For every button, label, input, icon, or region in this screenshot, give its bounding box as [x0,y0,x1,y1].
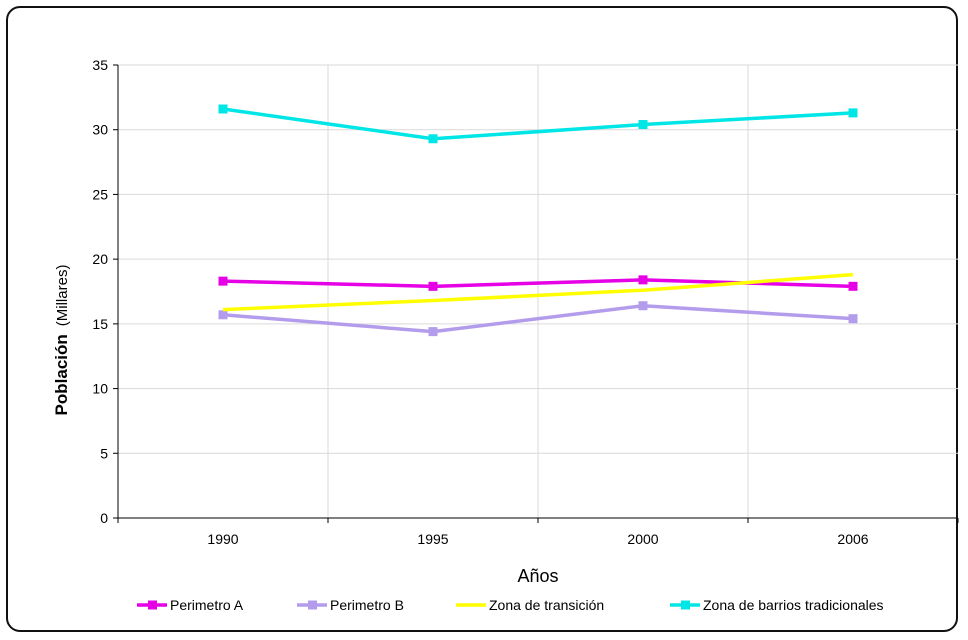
data-point [428,327,438,337]
data-point [428,281,438,291]
data-point [218,310,228,320]
x-tick-labels: 1990 1995 2000 2006 [207,531,868,547]
series-line [222,107,854,141]
y-tick-label: 0 [100,510,108,526]
y-tick-label: 15 [92,316,108,332]
data-point [428,134,438,144]
y-tick-label: 25 [92,186,108,202]
x-tick-label: 2000 [627,531,658,547]
x-axis-title: Años [517,566,558,586]
legend-item: Perimetro A [137,597,244,613]
x-tick-label: 1990 [207,531,238,547]
y-tick-label: 30 [92,122,108,138]
legend-swatch-marker [148,600,157,610]
y-axis-title: Población (Millares) [52,265,71,416]
legend: Perimetro A Perimetro B Zona de transición… [137,597,884,613]
series-3 [222,272,854,312]
legend-item: Zona de transición [456,597,604,613]
data-point [848,108,858,118]
x-tick-label: 2006 [837,531,868,547]
x-tick-label: 1995 [417,531,448,547]
legend-label: Perimetro B [330,597,404,613]
gridlines [118,64,958,518]
data-point [638,120,648,130]
axes [113,64,959,523]
series-line [222,303,854,334]
series-line [222,272,854,312]
legend-label: Zona de barrios tradicionales [703,597,884,613]
legend-label: Zona de transición [489,597,604,613]
y-tick-label: 20 [92,251,108,267]
series-2 [218,301,858,337]
data-point [638,301,648,311]
data-point [638,275,648,285]
data-point [218,104,228,114]
legend-swatch-marker [308,600,317,610]
legend-item: Perimetro B [297,597,404,613]
legend-item: Zona de barrios tradicionales [670,597,884,613]
y-tick-label: 5 [100,445,108,461]
y-axis-title-unit: (Millares) [54,265,71,327]
chart-frame [6,6,958,632]
series-lines [218,104,858,337]
y-tick-label: 35 [92,57,108,73]
data-point [848,314,858,324]
y-tick-label: 10 [92,381,108,397]
legend-label: Perimetro A [170,597,244,613]
data-point [848,281,858,291]
data-point [218,276,228,286]
series-4 [218,104,858,144]
legend-swatch-marker [681,600,690,610]
y-axis-title-main: Población [52,334,71,415]
y-tick-labels: 0 5 10 15 20 25 30 35 [92,57,108,526]
